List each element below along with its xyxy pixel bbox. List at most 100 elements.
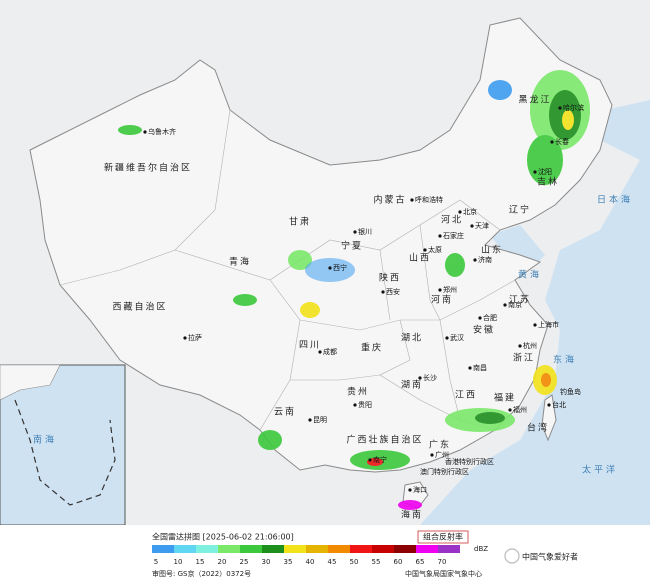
province-label: 河南 — [431, 294, 453, 306]
echo — [233, 294, 257, 306]
city-label: 昆明 — [313, 416, 327, 424]
province-label: 辽宁 — [509, 204, 531, 216]
legend-value: 45 — [328, 558, 337, 566]
legend-swatch — [372, 545, 394, 553]
city-dot — [458, 210, 462, 214]
city-label: 南昌 — [473, 363, 487, 372]
echo — [488, 80, 512, 100]
legend-value: 60 — [394, 558, 403, 566]
legend-value: 10 — [174, 558, 183, 566]
city-label: 南京 — [508, 300, 522, 309]
city-dot — [318, 350, 322, 354]
sea — [420, 100, 650, 525]
legend-value: 30 — [262, 558, 271, 566]
province-label: 浙江 — [513, 352, 535, 364]
city-label: 武汉 — [450, 333, 464, 342]
city-dot — [473, 258, 477, 262]
city-label: 台北 — [552, 400, 566, 409]
city-dot — [438, 234, 442, 238]
city-dot — [558, 106, 562, 110]
city-label: 西宁 — [333, 263, 347, 272]
province-label: 江西 — [455, 390, 477, 401]
province-label: 西藏自治区 — [112, 301, 167, 313]
city-dot — [438, 288, 442, 292]
legend-swatch — [306, 545, 328, 553]
province-label: 河北 — [441, 214, 463, 226]
province-label: 内蒙古 — [373, 194, 406, 206]
city-dot — [508, 408, 512, 412]
province-label: 青海 — [229, 256, 251, 268]
legend-value: 5 — [154, 558, 158, 566]
special-region-label: 钓鱼岛 — [560, 387, 581, 396]
product-box — [417, 530, 469, 544]
legend-value: 50 — [350, 558, 359, 566]
province-label: 福建 — [494, 392, 516, 404]
city-dot — [381, 290, 385, 294]
province-label: 重庆 — [361, 342, 383, 354]
province-label: 黑龙江 — [518, 94, 551, 106]
inset-land — [0, 364, 61, 401]
sea-label: 南海 — [33, 434, 57, 446]
city-dot — [430, 453, 434, 457]
legend-swatch — [394, 545, 416, 553]
footer-background — [0, 525, 650, 582]
sea-label: 太平洋 — [582, 464, 618, 476]
echo — [118, 125, 142, 135]
province-label: 山东 — [481, 244, 503, 256]
province-label: 海南 — [401, 509, 423, 521]
city-label: 上海市 — [538, 320, 559, 329]
province-label: 江苏 — [509, 294, 531, 306]
city-label: 长沙 — [423, 373, 437, 382]
province-label: 陕西 — [379, 272, 401, 284]
legend-swatch — [152, 545, 174, 553]
province-label: 甘肃 — [289, 216, 311, 228]
city-label: 合肥 — [483, 313, 497, 322]
city-label: 西安 — [386, 287, 400, 296]
city-label: 沈阳 — [538, 167, 552, 176]
province-label: 新疆维吾尔自治区 — [104, 162, 192, 174]
product-label: 组合反射率 — [423, 532, 463, 542]
province-label: 云南 — [274, 406, 296, 418]
legend-value: 70 — [438, 558, 447, 566]
city-label: 呼和浩特 — [415, 195, 443, 204]
approval-number: 审图号: GS京（2022）0372号 — [152, 569, 251, 578]
legend-value: 35 — [284, 558, 293, 566]
echo — [445, 253, 465, 277]
city-dot — [328, 266, 332, 270]
echo — [288, 250, 312, 270]
city-dot — [410, 198, 414, 202]
province-label: 广西壮族自治区 — [346, 434, 423, 446]
city-label: 长春 — [555, 137, 569, 146]
city-label: 天津 — [475, 222, 489, 230]
echo — [475, 412, 505, 424]
city-dot — [418, 376, 422, 380]
city-label: 郑州 — [443, 286, 457, 294]
legend-swatch — [196, 545, 218, 553]
province-label: 宁夏 — [341, 240, 363, 252]
legend-swatch — [262, 545, 284, 553]
legend-swatch — [240, 545, 262, 553]
nine-dash-line — [14, 399, 116, 506]
city-label: 石家庄 — [443, 231, 464, 240]
echo — [562, 110, 574, 130]
city-label: 北京 — [463, 207, 477, 216]
city-label: 拉萨 — [188, 333, 202, 342]
city-dot — [143, 130, 147, 134]
sea-label: 黄海 — [518, 269, 542, 281]
city-label: 福州 — [513, 405, 527, 414]
china-outline — [29, 17, 613, 473]
legend-value: 55 — [372, 558, 381, 566]
legend-swatch — [284, 545, 306, 553]
city-label: 广州 — [435, 450, 449, 459]
city-dot — [423, 248, 427, 252]
legend-value: 20 — [218, 558, 227, 566]
province-label: 贵州 — [347, 386, 369, 398]
city-dot — [533, 323, 537, 327]
city-label: 银川 — [358, 227, 372, 236]
city-dot — [308, 418, 312, 422]
taiwan-island — [541, 394, 557, 442]
echo — [305, 258, 355, 282]
legend-value: 40 — [306, 558, 315, 566]
city-label: 太原 — [428, 245, 442, 254]
